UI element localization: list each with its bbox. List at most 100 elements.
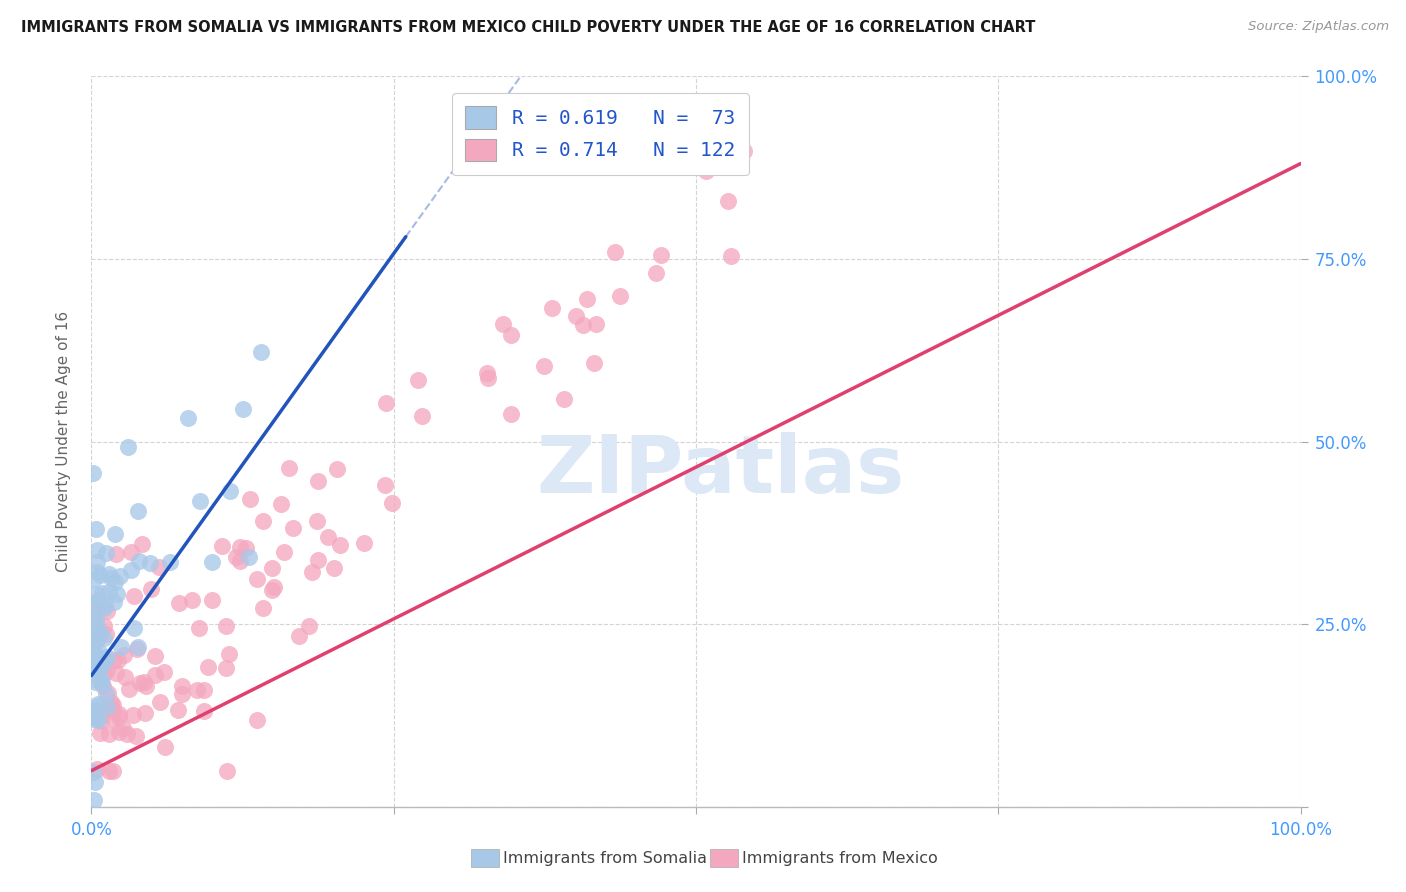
Point <box>82 623 104 637</box>
Point <box>93 618 115 632</box>
Point <box>239 492 262 507</box>
Point <box>86 704 108 718</box>
Point <box>650 248 672 262</box>
Point <box>406 373 429 387</box>
Point <box>575 292 598 306</box>
Point <box>228 540 250 554</box>
Point <box>108 710 131 724</box>
Point <box>86 663 108 677</box>
Point <box>131 536 153 550</box>
Point <box>177 410 200 425</box>
Point <box>82 640 104 655</box>
Point <box>96 663 118 677</box>
Point <box>89 567 111 582</box>
Point <box>83 712 105 726</box>
Point <box>200 593 222 607</box>
Point <box>148 560 170 574</box>
Point <box>143 668 166 682</box>
Point <box>89 625 111 640</box>
Point <box>263 580 285 594</box>
Point <box>90 673 112 687</box>
Point <box>86 762 108 776</box>
Point <box>103 653 125 667</box>
Point <box>381 496 404 510</box>
Point <box>281 521 304 535</box>
Point <box>217 764 239 778</box>
Point <box>249 345 271 359</box>
Point <box>322 561 344 575</box>
Point <box>246 713 269 727</box>
Point <box>235 541 257 555</box>
Point <box>87 661 110 675</box>
Point <box>125 729 148 743</box>
Point <box>89 705 111 719</box>
Point <box>96 604 118 618</box>
Text: Immigrants from Mexico: Immigrants from Mexico <box>742 851 938 865</box>
Point <box>100 695 122 709</box>
Point <box>108 724 131 739</box>
Legend: R = 0.619   N =  73, R = 0.714   N = 122: R = 0.619 N = 73, R = 0.714 N = 122 <box>451 93 749 175</box>
Point <box>127 640 149 654</box>
Point <box>87 698 110 713</box>
Text: IMMIGRANTS FROM SOMALIA VS IMMIGRANTS FROM MEXICO CHILD POVERTY UNDER THE AGE OF: IMMIGRANTS FROM SOMALIA VS IMMIGRANTS FR… <box>21 20 1035 35</box>
Point <box>122 708 145 723</box>
Point <box>159 555 181 569</box>
Point <box>501 328 523 343</box>
Point <box>186 682 208 697</box>
Point <box>107 706 129 721</box>
Point <box>120 545 142 559</box>
Point <box>193 682 215 697</box>
Point <box>585 318 607 332</box>
Point <box>166 703 188 717</box>
Point <box>153 665 176 679</box>
Point <box>270 497 292 511</box>
Point <box>112 648 135 663</box>
Point <box>90 586 112 600</box>
Point <box>219 483 242 498</box>
Point <box>83 572 105 586</box>
Point <box>201 555 224 569</box>
Point <box>553 392 575 406</box>
Point <box>105 547 128 561</box>
Point <box>252 600 274 615</box>
Point <box>101 764 124 778</box>
Point <box>87 645 110 659</box>
Point <box>541 301 564 316</box>
Point <box>252 514 274 528</box>
Point <box>115 727 138 741</box>
Point <box>110 640 132 654</box>
Point <box>298 619 321 633</box>
Y-axis label: Child Poverty Under the Age of 16: Child Poverty Under the Age of 16 <box>56 311 70 572</box>
Point <box>225 549 247 564</box>
Point <box>262 582 284 597</box>
Point <box>84 612 107 626</box>
Point <box>107 653 129 667</box>
Point <box>104 665 127 680</box>
Point <box>167 597 190 611</box>
Point <box>582 356 605 370</box>
Point <box>533 359 555 374</box>
Point <box>87 662 110 676</box>
Point <box>86 542 108 557</box>
Point <box>703 139 725 153</box>
Point <box>326 462 349 476</box>
Point <box>93 666 115 681</box>
Point <box>329 538 352 552</box>
Point <box>214 661 236 675</box>
Text: Source: ZipAtlas.com: Source: ZipAtlas.com <box>1249 20 1389 33</box>
Point <box>82 764 104 779</box>
Point <box>97 764 120 778</box>
Point <box>307 552 329 566</box>
Point <box>733 145 755 159</box>
Point <box>262 560 284 574</box>
Point <box>90 714 112 728</box>
Point <box>87 698 110 712</box>
Point <box>572 318 595 332</box>
Point <box>96 626 118 640</box>
Point <box>118 681 141 696</box>
Point <box>94 687 117 701</box>
Point <box>105 587 128 601</box>
Point <box>86 631 108 645</box>
Point <box>134 706 156 720</box>
Point <box>172 679 194 693</box>
